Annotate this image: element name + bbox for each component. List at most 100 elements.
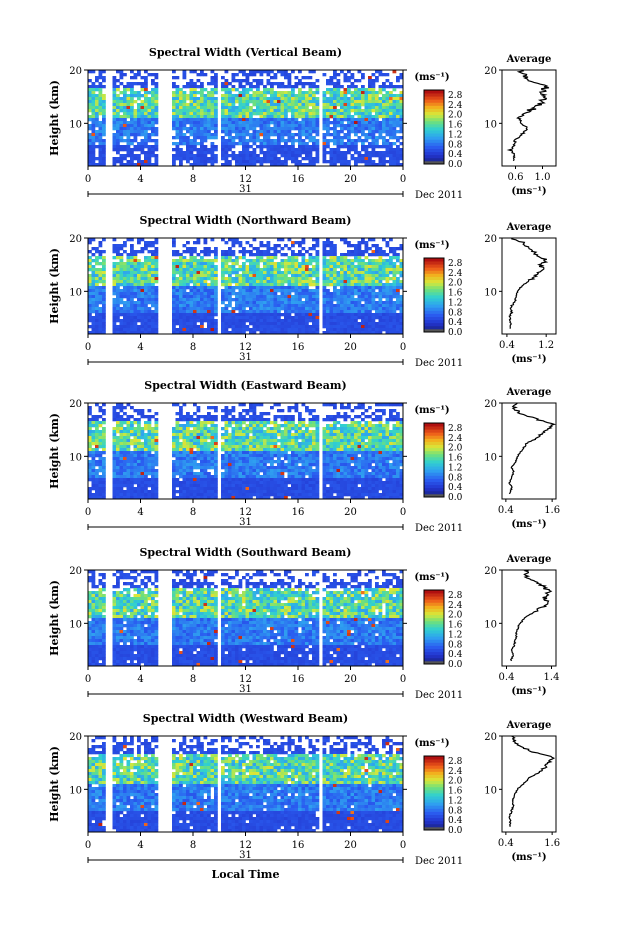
heatmap-cell bbox=[336, 139, 341, 143]
heatmap-cell bbox=[88, 424, 92, 428]
heatmap-cell bbox=[144, 277, 148, 281]
heatmap-cell bbox=[203, 133, 208, 137]
heatmap-cell bbox=[196, 85, 201, 89]
heatmap-cell bbox=[329, 415, 334, 419]
heatmap-cell bbox=[98, 280, 103, 284]
heatmap-cell bbox=[287, 82, 292, 86]
heatmap-cell bbox=[189, 256, 194, 260]
heatmap-cell bbox=[119, 100, 124, 104]
heatmap-cell bbox=[382, 88, 386, 92]
average-profile-line bbox=[506, 69, 550, 162]
heatmap-cell bbox=[291, 316, 295, 320]
heatmap-cell bbox=[301, 163, 306, 167]
heatmap-cell bbox=[350, 271, 355, 275]
heatmap-cell bbox=[245, 325, 250, 329]
heatmap-cell bbox=[378, 88, 383, 92]
heatmap-cell bbox=[259, 121, 264, 125]
heatmap-cell bbox=[371, 328, 376, 332]
heatmap-cell bbox=[315, 292, 320, 296]
heatmap-cell bbox=[350, 130, 355, 134]
heatmap-cell bbox=[333, 160, 337, 164]
heatmap-cell bbox=[305, 298, 309, 302]
heatmap-cell bbox=[343, 97, 348, 101]
heatmap-cell bbox=[231, 94, 236, 98]
heatmap-cell bbox=[95, 145, 99, 149]
heatmap-cell bbox=[287, 157, 292, 161]
heatmap-cell bbox=[280, 418, 285, 422]
heatmap-cell bbox=[343, 100, 348, 104]
heatmap-cell bbox=[336, 331, 341, 335]
heatmap-cell bbox=[179, 304, 183, 308]
heatmap-cell bbox=[119, 418, 124, 422]
heatmap-cell bbox=[294, 160, 299, 164]
colorbar-swatch bbox=[424, 99, 444, 103]
heatmap-cell bbox=[277, 319, 281, 323]
heatmap-cell bbox=[235, 271, 239, 275]
heatmap-cell bbox=[333, 316, 337, 320]
heatmap-cell bbox=[238, 94, 243, 98]
heatmap-cell bbox=[340, 97, 344, 101]
heatmap-cell bbox=[364, 127, 369, 131]
heatmap-cell bbox=[280, 121, 285, 125]
heatmap-cell bbox=[130, 406, 134, 410]
heatmap-cell bbox=[147, 409, 152, 413]
heatmap-cell bbox=[350, 82, 355, 86]
heatmap-cell bbox=[95, 316, 99, 320]
heatmap-cell bbox=[133, 127, 138, 131]
heatmap-cell bbox=[329, 100, 334, 104]
heatmap-cell bbox=[291, 250, 295, 254]
heatmap-cell bbox=[326, 238, 330, 242]
heatmap-cell bbox=[322, 274, 327, 278]
heatmap-cell bbox=[98, 271, 103, 275]
heatmap-cell bbox=[189, 157, 194, 161]
heatmap-cell bbox=[140, 94, 145, 98]
heatmap-cell bbox=[396, 424, 400, 428]
heatmap-cell bbox=[193, 403, 197, 407]
heatmap-cell bbox=[312, 136, 316, 140]
heatmap-cell bbox=[340, 265, 344, 269]
heatmap-cell bbox=[294, 271, 299, 275]
heatmap-cell bbox=[280, 148, 285, 152]
heatmap-cell bbox=[340, 274, 344, 278]
heatmap-cell bbox=[301, 103, 306, 107]
heatmap-cell bbox=[329, 259, 334, 263]
heatmap-cell bbox=[252, 286, 257, 290]
heatmap-cell bbox=[228, 316, 232, 320]
heatmap-cell bbox=[112, 79, 117, 83]
heatmap-cell bbox=[119, 145, 124, 149]
heatmap-cell bbox=[382, 274, 386, 278]
heatmap-cell bbox=[375, 259, 379, 263]
heatmap-cell bbox=[270, 88, 274, 92]
heatmap-cell bbox=[347, 322, 351, 326]
heatmap-cell bbox=[368, 280, 372, 284]
heatmap-cell bbox=[91, 286, 96, 290]
heatmap-cell bbox=[333, 268, 337, 272]
heatmap-cell bbox=[249, 403, 253, 407]
heatmap-cell bbox=[273, 319, 278, 323]
heatmap-cell bbox=[210, 160, 215, 164]
heatmap-cell bbox=[133, 100, 138, 104]
heatmap-cell bbox=[298, 70, 302, 74]
heatmap-cell bbox=[266, 79, 271, 83]
heatmap-cell bbox=[280, 283, 285, 287]
heatmap-cell bbox=[140, 295, 145, 299]
heatmap-cell bbox=[179, 124, 183, 128]
heatmap-cell bbox=[249, 151, 253, 155]
heatmap-cell bbox=[203, 427, 208, 431]
heatmap-cell bbox=[210, 151, 215, 155]
heatmap-cell bbox=[221, 409, 225, 413]
heatmap-cell bbox=[273, 91, 278, 95]
heatmap-cell bbox=[210, 124, 215, 128]
heatmap-cell bbox=[245, 103, 250, 107]
heatmap-cell bbox=[270, 127, 274, 131]
heatmap-cell bbox=[357, 316, 362, 320]
heatmap-cell bbox=[242, 109, 246, 113]
heatmap-cell bbox=[378, 415, 383, 419]
heatmap-cell bbox=[203, 274, 208, 278]
heatmap-cell bbox=[137, 127, 141, 131]
heatmap-cell bbox=[270, 154, 274, 158]
heatmap-cell bbox=[368, 277, 372, 281]
heatmap-cell bbox=[116, 97, 120, 101]
heatmap-cell bbox=[144, 115, 148, 119]
heatmap-cell bbox=[182, 307, 187, 311]
